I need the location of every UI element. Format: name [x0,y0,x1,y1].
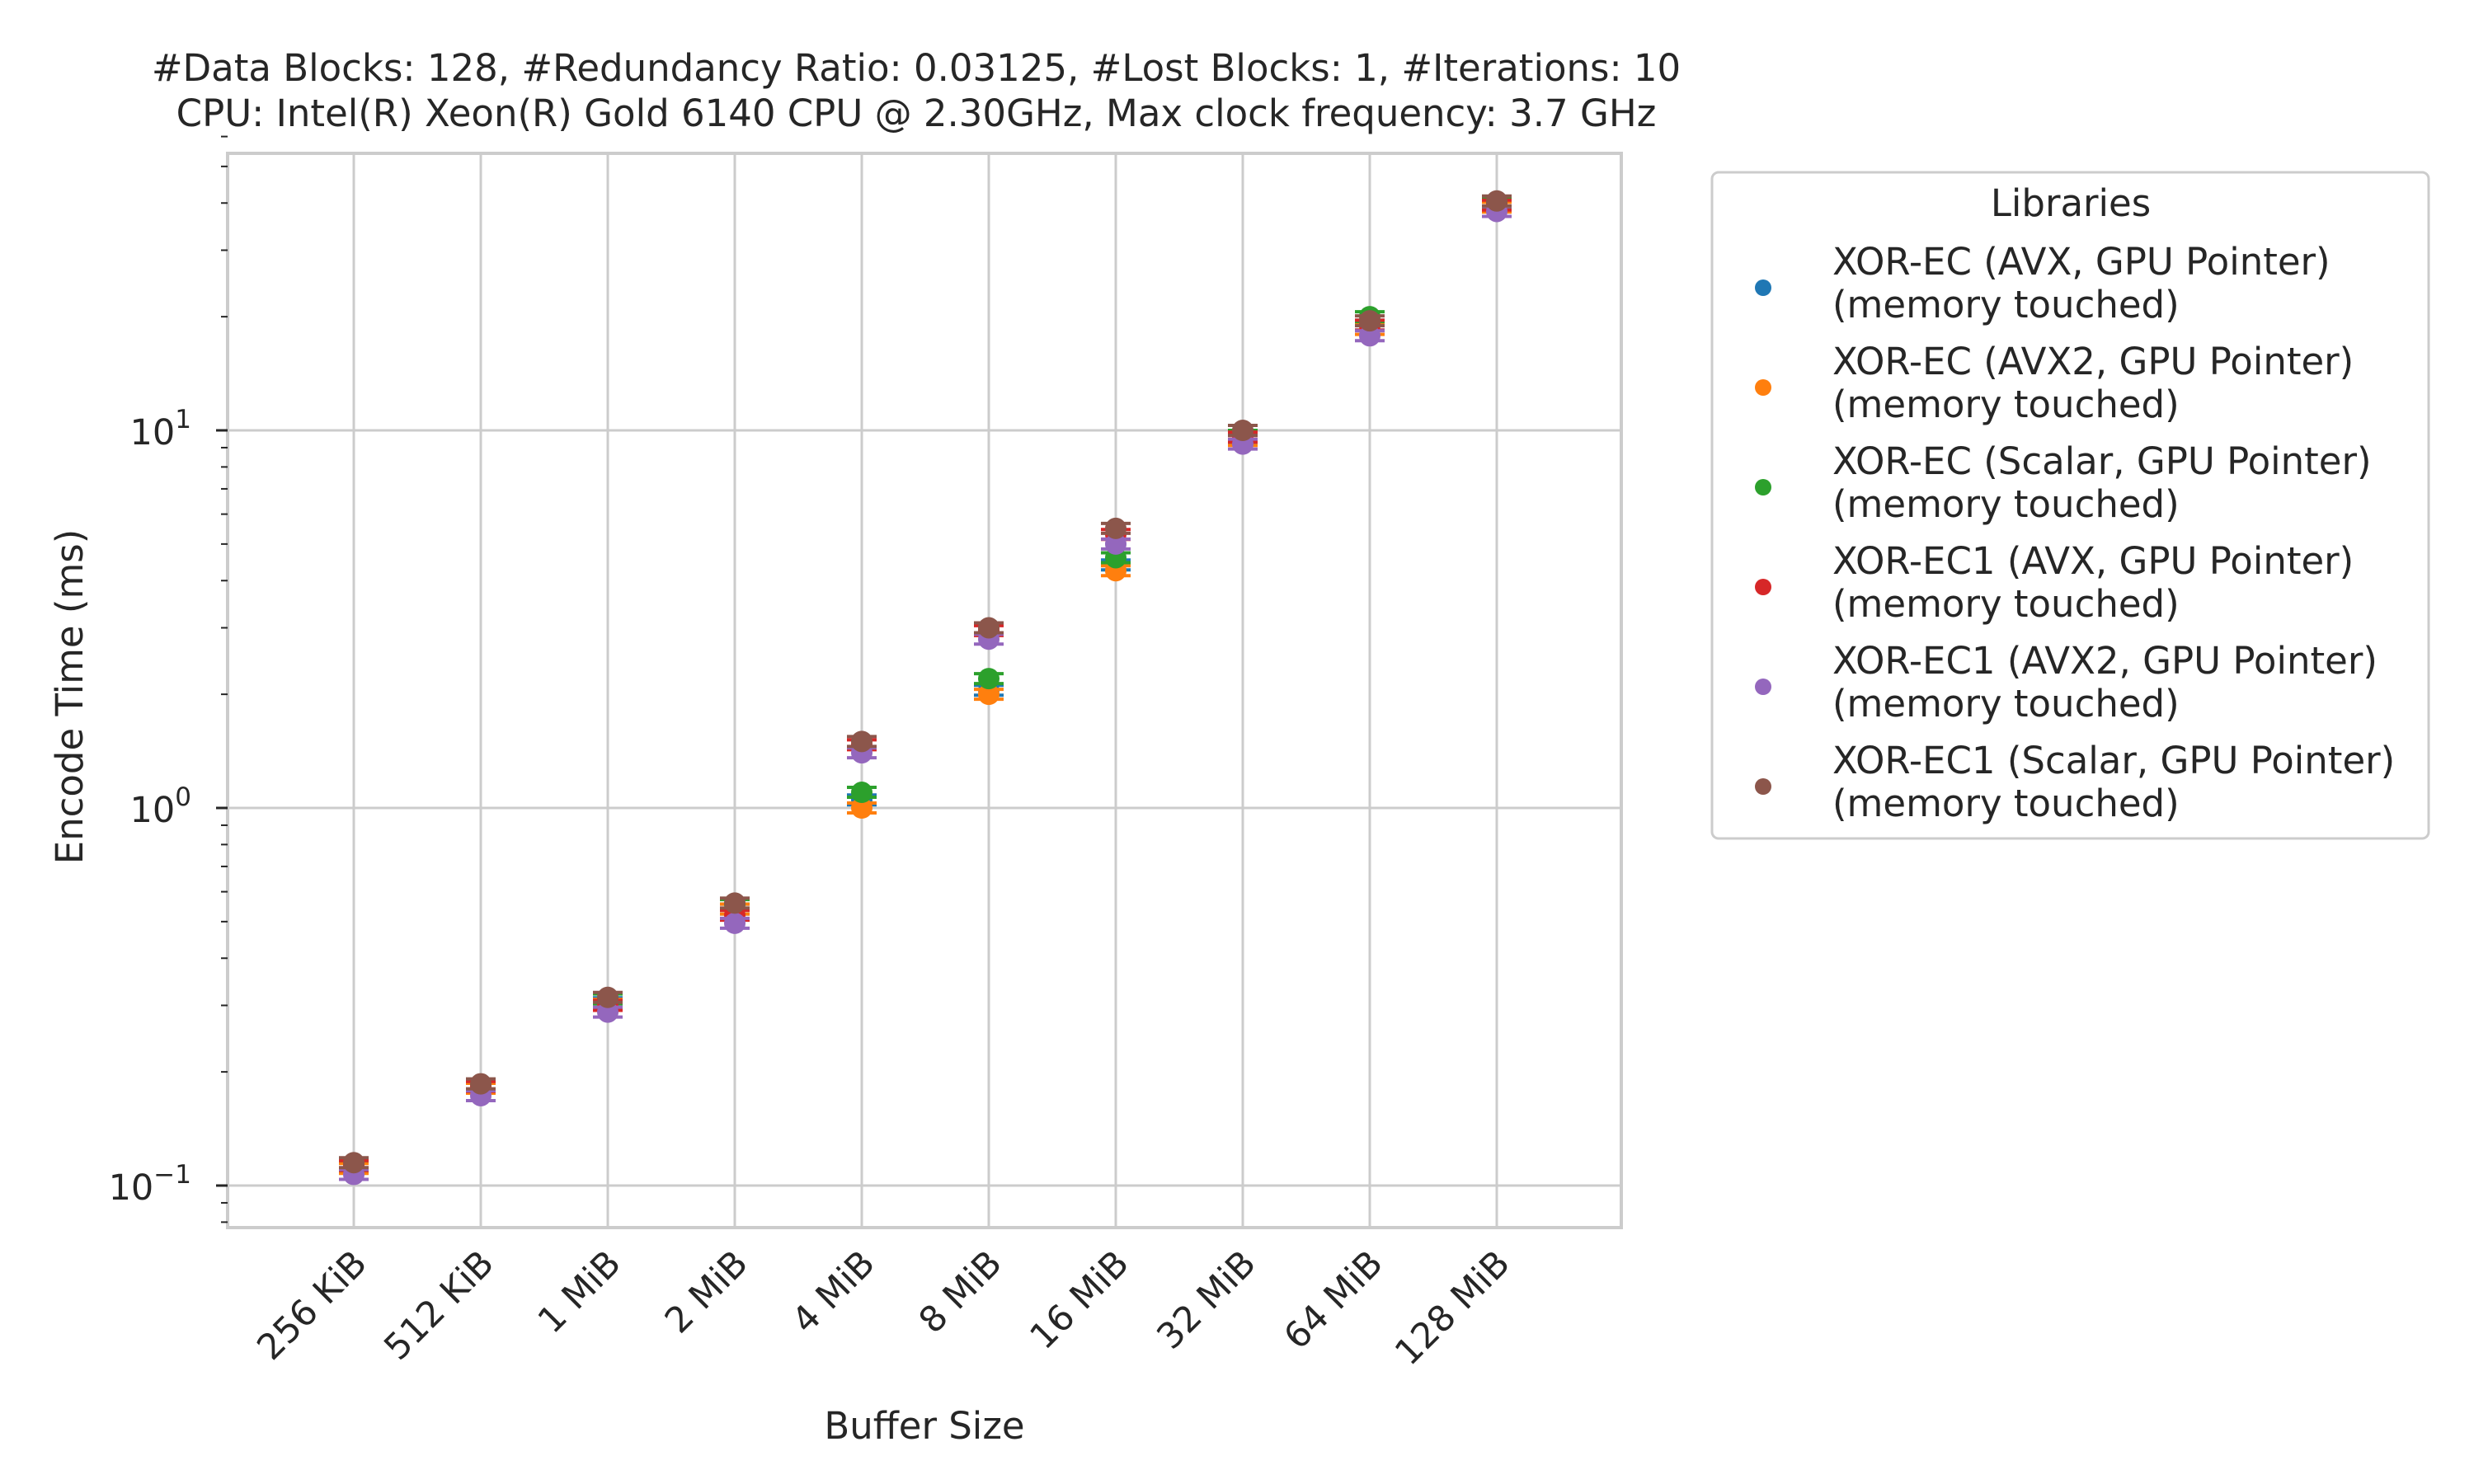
legend-marker [1755,279,1771,296]
chart-title-line-2: CPU: Intel(R) Xeon(R) Gold 6140 CPU @ 2.… [176,92,1657,135]
x-tick-label: 4 MiB [784,1242,883,1341]
data-point [851,782,872,804]
legend-label-sub: (memory touched) [1832,682,2180,726]
legend-marker [1755,479,1771,495]
data-point [724,912,745,934]
x-tick-label: 2 MiB [657,1242,756,1341]
y-tick-label: 101 [130,405,191,453]
data-point [597,1001,618,1023]
y-tick-label: 10−1 [109,1160,191,1209]
legend-marker [1755,379,1771,396]
legend-marker [1755,579,1771,595]
x-tick-label: 32 MiB [1150,1242,1264,1357]
x-tick-label: 128 MiB [1387,1242,1518,1374]
legend-label: XOR-EC (Scalar, GPU Pointer) [1832,439,2372,483]
legend-label-sub: (memory touched) [1832,782,2180,825]
grid-lines [228,153,1621,1228]
data-point [724,892,745,914]
data-point [1105,517,1126,539]
x-tick-label: 256 KiB [249,1242,374,1368]
x-axis-label: Buffer Size [824,1404,1024,1448]
x-tick-label: 1 MiB [530,1242,629,1341]
x-tick-label: 512 KiB [376,1242,501,1368]
legend-label: XOR-EC1 (Scalar, GPU Pointer) [1832,739,2395,782]
data-point [978,683,999,706]
plot-frame [226,152,1623,1229]
legend-box [1710,171,2430,840]
x-tick-label: 64 MiB [1277,1242,1391,1357]
legend: Libraries XOR-EC (AVX, GPU Pointer)(memo… [1710,171,2430,840]
data-point [343,1152,365,1174]
legend-marker [1755,778,1771,795]
data-point [851,730,872,753]
legend-label-sub: (memory touched) [1832,383,2180,426]
y-axis-ticks: 10−1 100 101 [109,135,228,1223]
data-point [978,668,999,690]
legend-label: XOR-EC (AVX, GPU Pointer) [1832,240,2331,284]
data-point [1105,533,1126,555]
data-point [1486,190,1507,212]
data-point [1359,325,1380,347]
x-tick-label: 16 MiB [1023,1242,1137,1357]
y-tick-label: 100 [130,782,191,831]
data-point [978,617,999,639]
legend-label: XOR-EC (AVX2, GPU Pointer) [1832,340,2354,383]
x-axis-ticks: 256 KiB 512 KiB 1 MiB 2 MiB 4 MiB 8 MiB 16 MiB… [249,1242,1517,1374]
legend-title: Libraries [1991,181,2151,225]
chart-title-line-1: #Data Blocks: 128, #Redundancy Ratio: 0.… [152,46,1681,90]
data-points [339,190,1512,1186]
y-axis-label: Encode Time (ms) [48,529,92,865]
legend-label-sub: (memory touched) [1832,582,2180,626]
data-point [1359,310,1380,332]
x-tick-label: 8 MiB [911,1242,1010,1341]
legend-marker [1755,679,1771,695]
data-point [1232,420,1253,441]
data-point [851,797,872,819]
data-point [470,1073,492,1095]
legend-label-sub: (memory touched) [1832,482,2180,526]
data-point [597,986,618,1008]
legend-label: XOR-EC1 (AVX2, GPU Pointer) [1832,639,2378,683]
legend-label: XOR-EC1 (AVX, GPU Pointer) [1832,539,2354,583]
legend-label-sub: (memory touched) [1832,283,2180,326]
